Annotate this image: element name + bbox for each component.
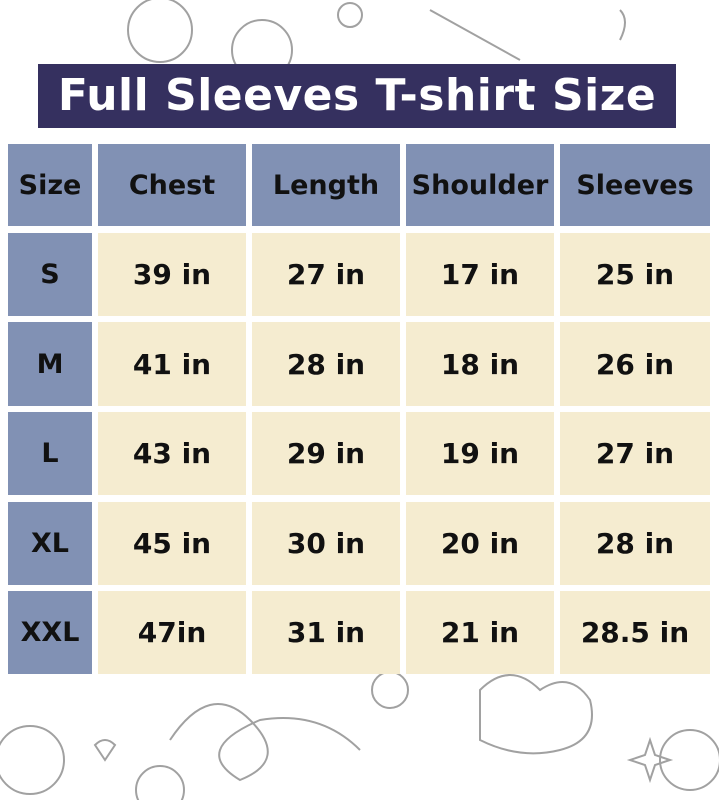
measurement-cell: 41 in bbox=[98, 322, 246, 406]
column-header: Size bbox=[8, 144, 92, 226]
measurement-cell: 17 in bbox=[406, 233, 554, 316]
measurement-cell: 47in bbox=[98, 591, 246, 674]
column-header: Chest bbox=[98, 144, 246, 226]
column-header: Length bbox=[252, 144, 400, 226]
measurement-cell: 28.5 in bbox=[560, 591, 710, 674]
measurement-cell: 39 in bbox=[98, 233, 246, 316]
measurement-cell: 21 in bbox=[406, 591, 554, 674]
column-header: Sleeves bbox=[560, 144, 710, 226]
size-label: S bbox=[8, 233, 92, 316]
measurement-cell: 25 in bbox=[560, 233, 710, 316]
measurement-cell: 27 in bbox=[560, 412, 710, 495]
measurement-cell: 28 in bbox=[560, 502, 710, 585]
measurement-cell: 29 in bbox=[252, 412, 400, 495]
size-label: XL bbox=[8, 502, 92, 585]
measurement-cell: 27 in bbox=[252, 233, 400, 316]
measurement-cell: 26 in bbox=[560, 322, 710, 406]
measurement-cell: 31 in bbox=[252, 591, 400, 674]
measurement-cell: 43 in bbox=[98, 412, 246, 495]
page-title: Full Sleeves T-shirt Size bbox=[38, 64, 676, 128]
size-label: XXL bbox=[8, 591, 92, 674]
size-label: L bbox=[8, 412, 92, 495]
measurement-cell: 20 in bbox=[406, 502, 554, 585]
size-label: M bbox=[8, 322, 92, 406]
measurement-cell: 28 in bbox=[252, 322, 400, 406]
measurement-cell: 30 in bbox=[252, 502, 400, 585]
column-header: Shoulder bbox=[406, 144, 554, 226]
measurement-cell: 19 in bbox=[406, 412, 554, 495]
measurement-cell: 45 in bbox=[98, 502, 246, 585]
measurement-cell: 18 in bbox=[406, 322, 554, 406]
